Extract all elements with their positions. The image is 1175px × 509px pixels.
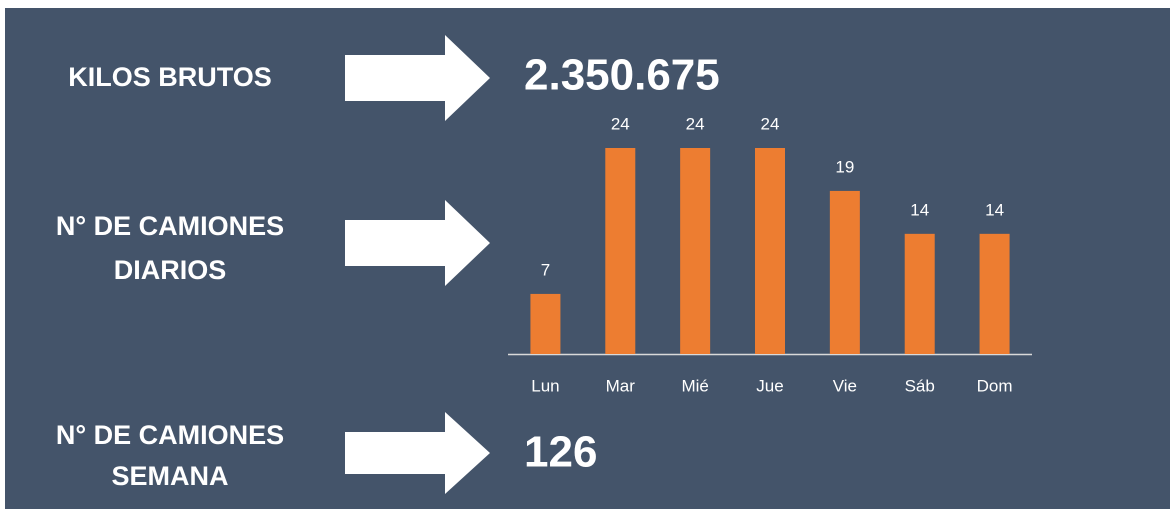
semana-label: SEMANA <box>111 461 228 491</box>
bar <box>530 293 561 354</box>
semana-value: 126 <box>524 428 597 477</box>
data-label: 14 <box>910 200 929 219</box>
semana-label: N° DE CAMIONES <box>56 420 284 450</box>
data-label: 24 <box>611 114 630 133</box>
arrow <box>345 35 490 121</box>
x-tick-label: Mar <box>606 376 636 395</box>
kilos-value: 2.350.675 <box>524 51 720 100</box>
bar <box>605 148 636 354</box>
kilos-label: KILOS BRUTOS <box>68 62 272 92</box>
data-label: 24 <box>761 114 780 133</box>
x-tick-label: Vie <box>833 376 857 395</box>
diarios-label: N° DE CAMIONES <box>56 211 284 241</box>
x-tick-label: Sáb <box>905 376 935 395</box>
arrow <box>345 412 490 494</box>
panel <box>5 8 1170 509</box>
bar <box>829 190 860 354</box>
x-tick-label: Dom <box>977 376 1013 395</box>
x-tick-label: Jue <box>756 376 783 395</box>
data-label: 19 <box>835 157 854 176</box>
x-tick-label: Lun <box>531 376 559 395</box>
arrow <box>345 200 490 286</box>
bar <box>979 233 1010 354</box>
data-label: 14 <box>985 200 1004 219</box>
x-tick-label: Mié <box>681 376 708 395</box>
bar <box>904 233 935 354</box>
bar <box>755 148 785 354</box>
data-label: 24 <box>686 114 705 133</box>
bar <box>680 148 711 354</box>
data-label: 7 <box>541 260 550 279</box>
diarios-label: DIARIOS <box>114 255 227 285</box>
